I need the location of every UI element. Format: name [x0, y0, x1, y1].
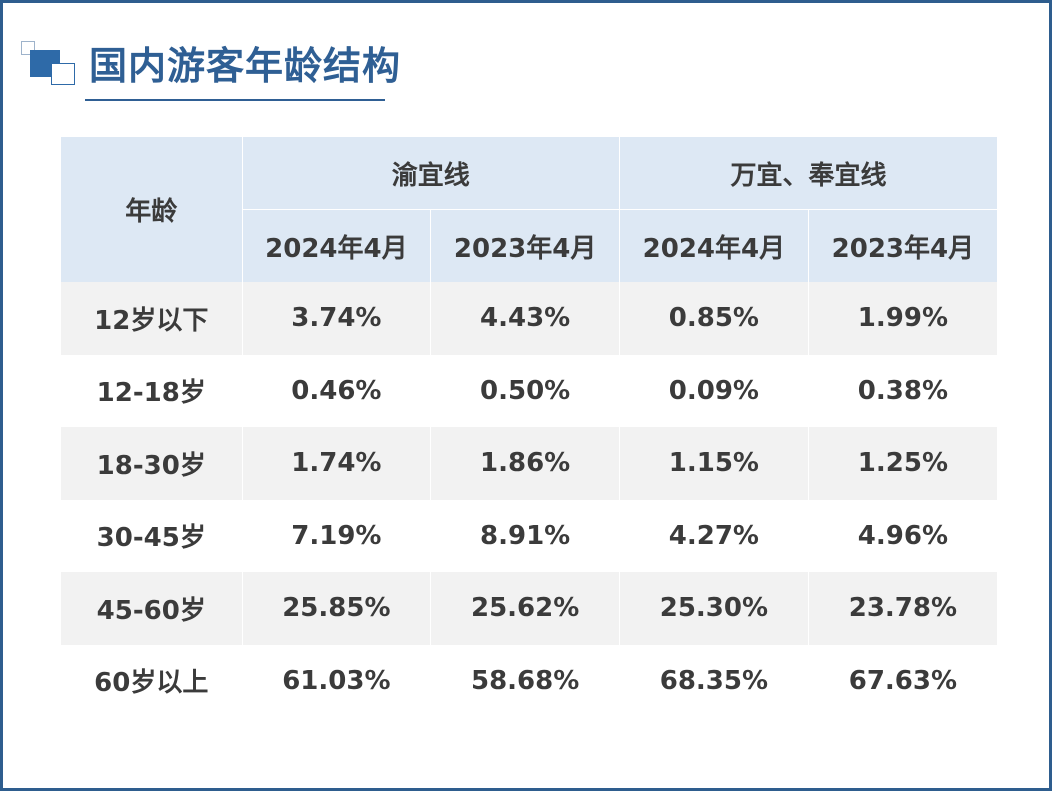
age-cell: 18-30岁	[61, 427, 242, 500]
group-header-wanyi-fengyi: 万宜、奉宜线	[619, 137, 998, 210]
table-header-row-periods: 2024年4月 2023年4月 2024年4月 2023年4月	[61, 209, 998, 282]
age-column-header: 年龄	[61, 137, 242, 282]
value-cell: 8.91%	[430, 499, 620, 572]
value-cell: 1.99%	[807, 282, 998, 355]
title-underline	[85, 99, 385, 101]
value-cell: 0.50%	[430, 354, 620, 427]
value-cell: 3.74%	[241, 282, 431, 355]
value-cell: 1.25%	[807, 427, 998, 500]
value-cell: 0.09%	[619, 354, 809, 427]
value-cell: 4.96%	[807, 499, 998, 572]
age-cell: 12岁以下	[61, 282, 242, 355]
age-structure-table: 年龄 渝宜线 万宜、奉宜线 2024年4月 2023年4月 2024年4月 20…	[61, 137, 998, 717]
period-header: 2024年4月	[241, 209, 431, 282]
value-cell: 0.46%	[241, 354, 431, 427]
value-cell: 25.30%	[619, 572, 809, 645]
value-cell: 25.85%	[241, 572, 431, 645]
table-row: 18-30岁 1.74% 1.86% 1.15% 1.25%	[61, 427, 998, 500]
age-cell: 60岁以上	[61, 644, 242, 717]
table-row: 12-18岁 0.46% 0.50% 0.09% 0.38%	[61, 354, 998, 427]
table-header-row-groups: 年龄 渝宜线 万宜、奉宜线	[61, 137, 998, 282]
value-cell: 68.35%	[619, 644, 809, 717]
age-cell: 30-45岁	[61, 499, 242, 572]
value-cell: 4.43%	[430, 282, 620, 355]
page-title: 国内游客年龄结构	[89, 44, 402, 88]
table-row: 12岁以下 3.74% 4.43% 0.85% 1.99%	[61, 282, 998, 355]
value-cell: 0.85%	[619, 282, 809, 355]
value-cell: 1.74%	[241, 427, 431, 500]
period-header: 2024年4月	[619, 209, 809, 282]
period-header: 2023年4月	[430, 209, 620, 282]
group-header-yuyi: 渝宜线	[241, 137, 620, 210]
table-row: 45-60岁 25.85% 25.62% 25.30% 23.78%	[61, 572, 998, 645]
title-square-outline	[51, 63, 75, 85]
value-cell: 67.63%	[807, 644, 998, 717]
period-header: 2023年4月	[807, 209, 998, 282]
value-cell: 25.62%	[430, 572, 620, 645]
title-square-icon	[21, 41, 77, 89]
age-cell: 45-60岁	[61, 572, 242, 645]
table-row: 60岁以上 61.03% 58.68% 68.35% 67.63%	[61, 644, 998, 717]
table-row: 30-45岁 7.19% 8.91% 4.27% 4.96%	[61, 499, 998, 572]
value-cell: 58.68%	[430, 644, 620, 717]
value-cell: 23.78%	[807, 572, 998, 645]
value-cell: 4.27%	[619, 499, 809, 572]
value-cell: 61.03%	[241, 644, 431, 717]
age-cell: 12-18岁	[61, 354, 242, 427]
value-cell: 1.15%	[619, 427, 809, 500]
value-cell: 7.19%	[241, 499, 431, 572]
value-cell: 1.86%	[430, 427, 620, 500]
value-cell: 0.38%	[807, 354, 998, 427]
